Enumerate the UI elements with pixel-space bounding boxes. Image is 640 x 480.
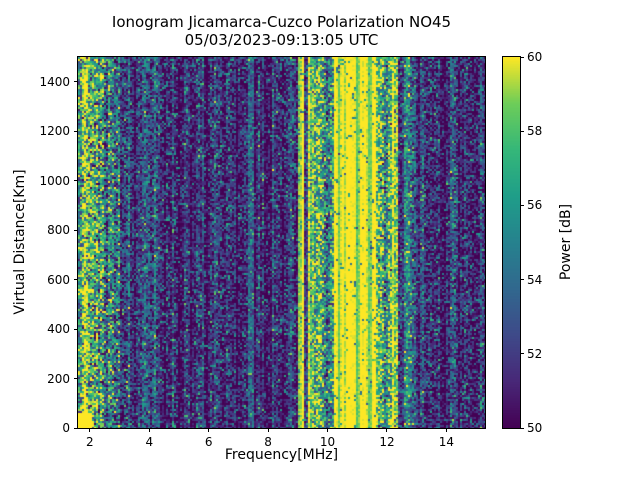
colorbar-tick-mark: [520, 353, 524, 355]
y-tick-mark: [74, 427, 78, 429]
y-tick-label: 800: [47, 223, 70, 238]
x-tick-mark: [89, 428, 91, 432]
x-tick-mark: [386, 428, 388, 432]
y-tick-label: 1200: [39, 124, 70, 139]
x-tick-mark: [208, 428, 210, 432]
x-axis-label: Frequency[MHz]: [224, 447, 339, 463]
colorbar-tick-label: 54: [527, 272, 543, 287]
y-axis-label: Virtual Distance[Km]: [12, 169, 28, 315]
ionogram-heatmap: [78, 57, 485, 428]
x-tick-mark: [148, 428, 150, 432]
y-tick-label: 400: [47, 322, 70, 337]
y-tick-label: 600: [47, 272, 70, 287]
colorbar-tick-label: 58: [527, 124, 543, 139]
x-tick-label: 8: [264, 435, 272, 449]
x-tick-label: 10: [319, 435, 336, 449]
y-tick-mark: [74, 279, 78, 281]
colorbar-tick-mark: [520, 56, 524, 58]
y-tick-mark: [74, 328, 78, 330]
colorbar-tick-label: 52: [527, 346, 543, 361]
y-tick-label: 1400: [39, 74, 70, 89]
x-tick-mark: [267, 428, 269, 432]
y-tick-mark: [74, 81, 78, 83]
y-tick-label: 200: [47, 371, 70, 386]
colorbar-tick-mark: [520, 279, 524, 281]
colorbar-tick-mark: [520, 130, 524, 132]
y-tick-label: 0: [62, 421, 70, 435]
x-tick-label: 12: [379, 435, 395, 449]
y-tick-mark: [74, 130, 78, 132]
x-tick-mark: [445, 428, 447, 432]
x-tick-mark: [327, 428, 329, 432]
y-tick-mark: [74, 180, 78, 182]
x-tick-label: 14: [438, 435, 455, 449]
y-tick-mark: [74, 378, 78, 380]
colorbar-tick-label: 56: [527, 198, 543, 213]
colorbar-tick-label: 60: [527, 50, 543, 64]
y-tick-label: 1000: [39, 173, 70, 188]
x-tick-label: 2: [86, 435, 94, 449]
colorbar-gradient: [503, 57, 520, 428]
colorbar-tick-mark: [520, 427, 524, 429]
chart-subtitle-timestamp: 05/03/2023-09:13:05 UTC: [184, 31, 379, 49]
colorbar-label: Power [dB]: [558, 203, 574, 281]
x-tick-label: 6: [204, 435, 213, 449]
chart-title: Ionogram Jicamarca-Cuzco Polarization NO…: [111, 13, 452, 31]
y-tick-mark: [74, 229, 78, 231]
colorbar-tick-mark: [520, 204, 524, 206]
x-tick-label: 4: [145, 435, 154, 449]
colorbar-tick-label: 50: [527, 421, 543, 435]
